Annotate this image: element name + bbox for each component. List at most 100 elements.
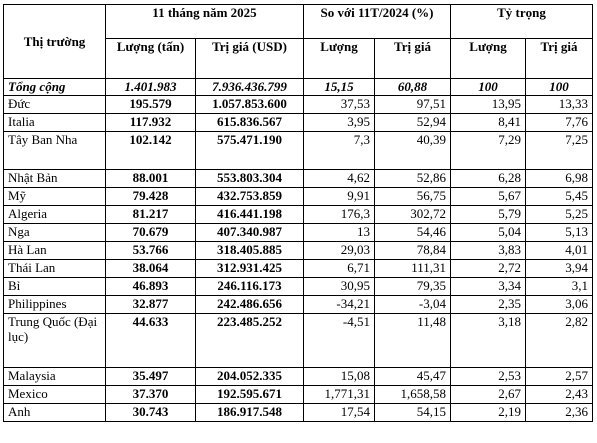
compare-value-cell: -3,04 <box>374 295 451 314</box>
value-cell: 312.931.425 <box>195 259 304 278</box>
share-value-cell: 5,45 <box>525 187 593 206</box>
share-value-cell: 3,06 <box>525 295 593 314</box>
share-value-header: Trị giá <box>525 38 593 79</box>
compare-volume-cell: 3,95 <box>303 113 375 132</box>
share-volume-cell: 2,67 <box>450 385 526 404</box>
value-cell: 416.441.198 <box>195 205 304 224</box>
total-volume: 1.401.983 <box>105 78 196 96</box>
table-row: Mexico 37.370 192.595.671 1,771,31 1,658,58 2… <box>3 385 593 404</box>
total-share-volume: 100 <box>450 78 526 96</box>
compare-value-cell: 54,15 <box>374 403 451 422</box>
market-name: Thái Lan <box>3 259 106 278</box>
value-usd-header: Trị giá (USD) <box>195 38 304 79</box>
compare-value-cell: 1,658,58 <box>374 385 451 404</box>
table-row: Bỉ 46.893 246.116.173 30,95 79,35 3,34 3,1 <box>3 277 593 296</box>
value-cell: 223.485.252 <box>195 313 304 368</box>
total-value: 7.936.436.799 <box>195 78 304 96</box>
compare-volume-cell: 15,08 <box>303 367 375 386</box>
share-value-cell: 2,36 <box>525 403 593 422</box>
share-value-cell: 4,01 <box>525 241 593 260</box>
compare-value-cell: 56,75 <box>374 187 451 206</box>
share-value-cell: 2,82 <box>525 313 593 368</box>
share-value-cell: 5,25 <box>525 205 593 224</box>
table-row: Algeria 81.217 416.441.198 176,3 302,72 5,79 5… <box>3 205 593 224</box>
volume-cell: 35.497 <box>105 367 196 386</box>
compare-volume-cell: 176,3 <box>303 205 375 224</box>
volume-cell: 44.633 <box>105 313 196 368</box>
share-volume-cell: 3,34 <box>450 277 526 296</box>
table-row: Nga 70.679 407.340.987 13 54,46 5,04 5,13 <box>3 223 593 242</box>
total-compare-value: 60,88 <box>374 78 451 96</box>
share-volume-cell: 2,19 <box>450 403 526 422</box>
volume-cell: 32.877 <box>105 295 196 314</box>
share-value-cell: 7,25 <box>525 131 593 170</box>
share-volume-cell: 2,35 <box>450 295 526 314</box>
market-name: Philippines <box>3 295 106 314</box>
compare-volume-cell: 37,53 <box>303 95 375 114</box>
share-value-cell: 3,94 <box>525 259 593 278</box>
table-row: Mỹ 79.428 432.753.859 9,91 56,75 5,67 5,45 <box>3 187 593 206</box>
market-name: Tây Ban Nha <box>3 131 106 170</box>
table-row: Đức 195.579 1.057.853.600 37,53 97,51 13,95 13… <box>3 95 593 114</box>
volume-cell: 117.932 <box>105 113 196 132</box>
share-volume-cell: 5,79 <box>450 205 526 224</box>
volume-cell: 81.217 <box>105 205 196 224</box>
compare-volume-cell: 4,62 <box>303 169 375 188</box>
compare-value-cell: 111,31 <box>374 259 451 278</box>
export-market-table: Thị trường 11 tháng năm 2025 So với 11T/… <box>3 4 593 422</box>
compare-volume-cell: 29,03 <box>303 241 375 260</box>
share-volume-header: Lượng <box>450 38 526 79</box>
compare-value-cell: 45,47 <box>374 367 451 386</box>
compare-volume-cell: 7,3 <box>303 131 375 170</box>
market-name: Mexico <box>3 385 106 404</box>
table-row: Trung Quốc (Đại lục) 44.633 223.485.252 -4,… <box>3 313 593 368</box>
compare-value-cell: 40,39 <box>374 131 451 170</box>
share-value-cell: 3,1 <box>525 277 593 296</box>
share-volume-cell: 13,95 <box>450 95 526 114</box>
volume-cell: 102.142 <box>105 131 196 170</box>
value-cell: 615.836.567 <box>195 113 304 132</box>
total-row: Tổng cộng 1.401.983 7.936.436.799 15,15 … <box>3 78 593 96</box>
market-name: Đức <box>3 95 106 114</box>
market-name: Algeria <box>3 205 106 224</box>
volume-cell: 46.893 <box>105 277 196 296</box>
share-value-cell: 5,13 <box>525 223 593 242</box>
share-header: Tỷ trọng <box>450 4 593 39</box>
table-row: Anh 30.743 186.917.548 17,54 54,15 2,19 2,36 <box>3 403 593 422</box>
market-header: Thị trường <box>3 4 106 79</box>
share-value-cell: 7,76 <box>525 113 593 132</box>
compare-volume-cell: 1,771,31 <box>303 385 375 404</box>
compare-value-cell: 11,48 <box>374 313 451 368</box>
share-value-cell: 2,57 <box>525 367 593 386</box>
market-name: Nhật Bản <box>3 169 106 188</box>
volume-cell: 88.001 <box>105 169 196 188</box>
value-cell: 204.052.335 <box>195 367 304 386</box>
table-row: Tây Ban Nha 102.142 575.471.190 7,3 40,39 7,2… <box>3 131 593 170</box>
volume-cell: 70.679 <box>105 223 196 242</box>
compare-value-header: Trị giá <box>374 38 451 79</box>
table-row: Philippines 32.877 242.486.656 -34,21 -3,04 2… <box>3 295 593 314</box>
compare-header: So với 11T/2024 (%) <box>303 4 451 39</box>
volume-cell: 53.766 <box>105 241 196 260</box>
market-name: Bỉ <box>3 277 106 296</box>
compare-value-cell: 52,86 <box>374 169 451 188</box>
total-compare-volume: 15,15 <box>303 78 375 96</box>
market-name: Malaysia <box>3 367 106 386</box>
compare-value-cell: 54,46 <box>374 223 451 242</box>
compare-volume-cell: 13 <box>303 223 375 242</box>
share-volume-cell: 2,53 <box>450 367 526 386</box>
share-volume-cell: 3,18 <box>450 313 526 368</box>
volume-cell: 30.743 <box>105 403 196 422</box>
compare-volume-cell: 30,95 <box>303 277 375 296</box>
table-row: Italia 117.932 615.836.567 3,95 52,94 8,41 7,7… <box>3 113 593 132</box>
table-row: Nhật Bản 88.001 553.803.304 4,62 52,86 6,28 6,… <box>3 169 593 188</box>
compare-value-cell: 78,84 <box>374 241 451 260</box>
value-cell: 553.803.304 <box>195 169 304 188</box>
total-label: Tổng cộng <box>3 78 106 96</box>
value-cell: 192.595.671 <box>195 385 304 404</box>
volume-cell: 38.064 <box>105 259 196 278</box>
compare-volume-cell: 9,91 <box>303 187 375 206</box>
compare-value-cell: 302,72 <box>374 205 451 224</box>
value-cell: 575.471.190 <box>195 131 304 170</box>
compare-volume-cell: -34,21 <box>303 295 375 314</box>
